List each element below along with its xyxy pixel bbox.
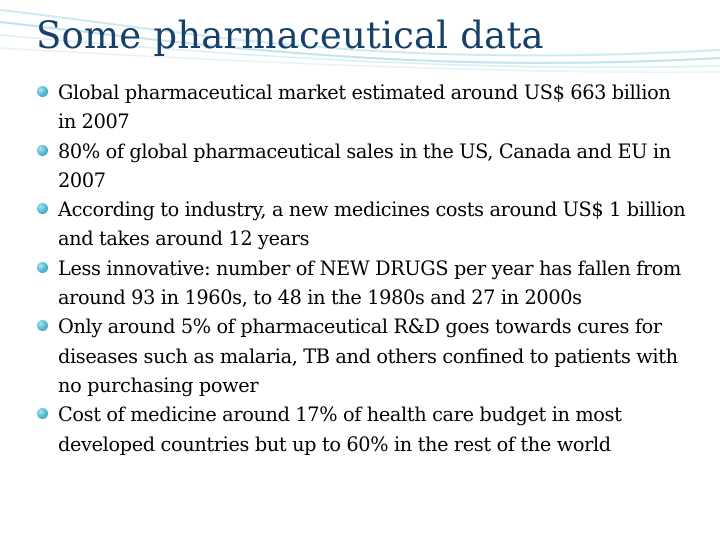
bullet-text: Only around 5% of pharmaceutical R&D goe…	[58, 315, 678, 397]
bullet-item: Global pharmaceutical market estimated a…	[0, 78, 720, 137]
round-bullet-icon	[37, 203, 48, 215]
header-wave-decoration	[0, 9, 720, 73]
bullet-item: 80% of global pharmaceutical sales in th…	[0, 137, 720, 196]
bullet-text: Global pharmaceutical market estimated a…	[58, 81, 671, 134]
bullet-list: Global pharmaceutical market estimated a…	[0, 78, 720, 459]
round-bullet-icon	[37, 408, 48, 420]
bullet-item: According to industry, a new medicines c…	[0, 195, 720, 254]
bullet-item: Less innovative: number of NEW DRUGS per…	[0, 254, 720, 313]
bullet-text: According to industry, a new medicines c…	[58, 198, 686, 251]
round-bullet-icon	[37, 86, 48, 97]
bullet-text: 80% of global pharmaceutical sales in th…	[58, 139, 671, 192]
bullet-text: Less innovative: number of NEW DRUGS per…	[58, 256, 681, 310]
round-bullet-icon	[37, 320, 48, 332]
bullet-item: Cost of medicine around 17% of health ca…	[0, 400, 720, 459]
round-bullet-icon	[37, 261, 48, 273]
slide-title: Some pharmaceutical data	[36, 14, 544, 57]
bullet-item: Only around 5% of pharmaceutical R&D goe…	[0, 312, 720, 400]
round-bullet-icon	[37, 144, 48, 156]
bullet-text: Cost of medicine around 17% of health ca…	[58, 403, 622, 456]
